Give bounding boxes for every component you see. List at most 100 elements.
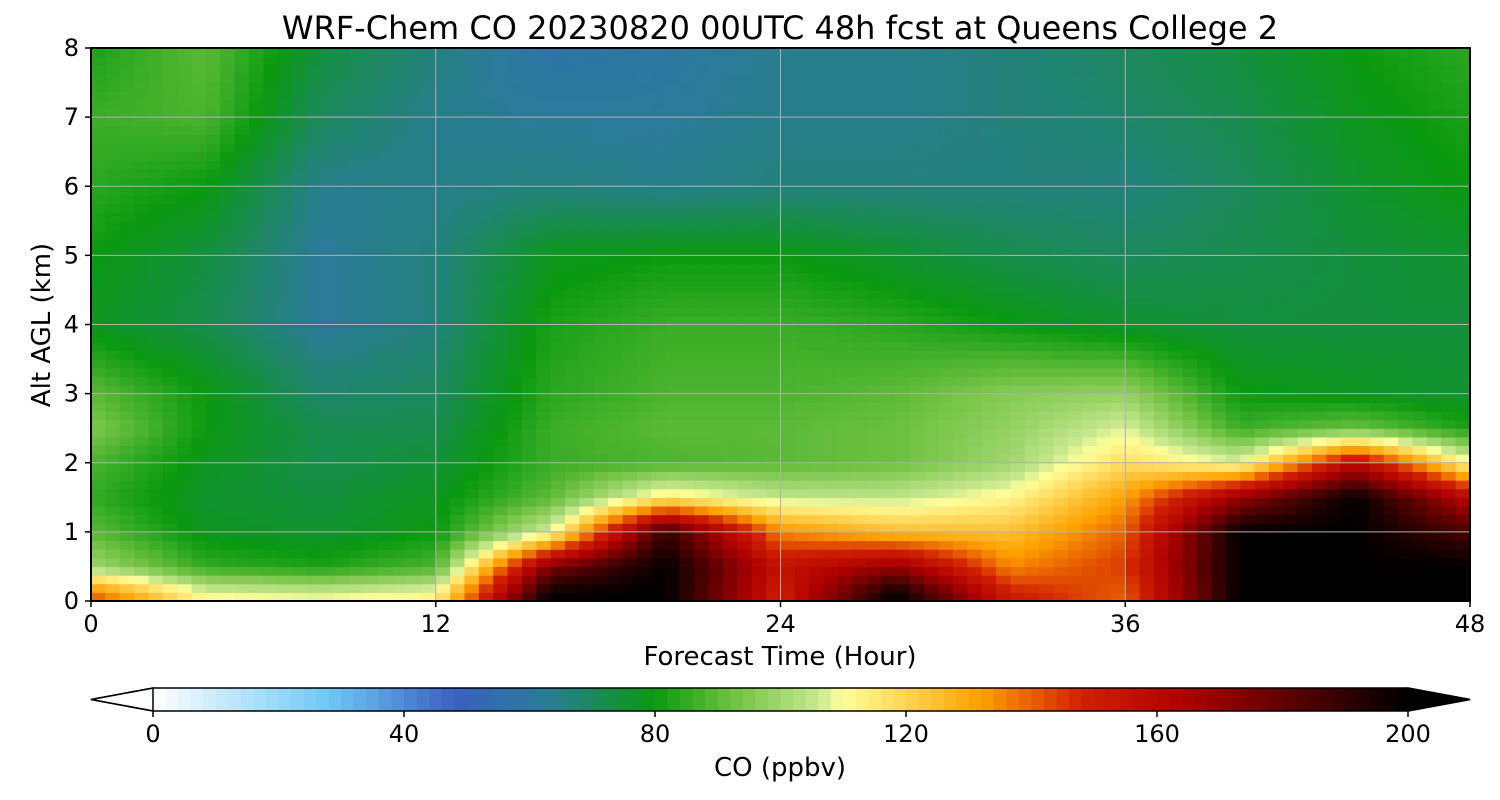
heatmap-cell (1283, 186, 1299, 196)
heatmap-cell (837, 462, 853, 472)
heatmap-cell (249, 402, 264, 412)
heatmap-cell (1197, 160, 1213, 170)
heatmap-cell (105, 238, 121, 248)
heatmap-cell (1110, 566, 1126, 576)
heatmap-cell (105, 428, 121, 438)
heatmap-cell (478, 497, 494, 507)
heatmap-cell (536, 367, 552, 377)
heatmap-cell (1254, 523, 1270, 533)
heatmap-cell (1455, 488, 1471, 498)
heatmap-cell (1182, 540, 1198, 550)
heatmap-cell (579, 410, 595, 421)
heatmap-cell (363, 480, 379, 490)
heatmap-cell (1225, 480, 1241, 490)
heatmap-cell (521, 471, 537, 481)
heatmap-cell (1010, 514, 1026, 524)
heatmap-cell (1297, 212, 1313, 222)
heatmap-cell (565, 583, 580, 593)
heatmap-cell (1168, 531, 1184, 542)
heatmap-cell (191, 480, 207, 490)
heatmap-cell (1383, 480, 1399, 490)
heatmap-cell (1455, 428, 1471, 438)
heatmap-cell (1110, 186, 1126, 196)
heatmap-cell (995, 445, 1011, 455)
heatmap-cell (809, 238, 825, 248)
heatmap-cell (1412, 514, 1428, 524)
heatmap-cell (105, 298, 121, 308)
heatmap-cell (1426, 557, 1442, 568)
heatmap-cell (306, 220, 322, 231)
heatmap-cell (809, 212, 825, 222)
heatmap-cell (478, 540, 494, 550)
heatmap-cell (794, 428, 810, 438)
heatmap-cell (464, 359, 480, 369)
heatmap-cell (593, 238, 609, 248)
heatmap-cell (220, 540, 236, 550)
heatmap-cell (866, 315, 882, 326)
heatmap-cell (952, 255, 968, 265)
heatmap-cell (881, 575, 897, 585)
heatmap-cell (579, 203, 595, 213)
heatmap-cell (1110, 402, 1126, 412)
heatmap-cell (249, 324, 264, 334)
heatmap-cell (967, 497, 983, 507)
heatmap-cell (881, 462, 897, 472)
heatmap-cell (823, 402, 839, 412)
heatmap-cell (1168, 160, 1184, 170)
heatmap-cell (435, 384, 451, 395)
heatmap-cell (924, 350, 940, 360)
heatmap-cell (1398, 549, 1414, 559)
heatmap-cell (881, 488, 897, 498)
heatmap-cell (809, 194, 825, 205)
heatmap-cell (421, 376, 437, 386)
heatmap-cell (952, 410, 968, 421)
heatmap-cell (751, 289, 767, 300)
heatmap-cell (751, 523, 767, 533)
heatmap-cell (1369, 367, 1385, 377)
heatmap-cell (1067, 289, 1083, 300)
heatmap-cell (837, 428, 853, 438)
heatmap-cell (622, 272, 638, 282)
heatmap-cell (952, 575, 968, 585)
heatmap-cell (1153, 359, 1169, 369)
heatmap-cell (148, 315, 164, 326)
heatmap-cell (205, 402, 221, 412)
heatmap-cell (105, 220, 121, 231)
heatmap-cell (1211, 229, 1227, 239)
heatmap-cell (91, 557, 106, 568)
heatmap-cell (938, 488, 954, 498)
heatmap-cell (349, 298, 365, 308)
heatmap-cell (1340, 350, 1356, 360)
heatmap-cell (320, 436, 336, 447)
heatmap-cell (220, 272, 236, 282)
heatmap-cell (737, 557, 753, 568)
heatmap-cell (1355, 428, 1371, 438)
heatmap-cell (292, 341, 308, 352)
heatmap-cell (335, 289, 351, 300)
heatmap-cell (723, 367, 738, 377)
heatmap-cell (1340, 592, 1356, 602)
heatmap-cell (435, 177, 451, 187)
heatmap-cell (320, 384, 336, 395)
heatmap-cell (737, 238, 753, 248)
heatmap-cell (1182, 583, 1198, 593)
heatmap-cell (924, 203, 940, 213)
heatmap-cell (1412, 497, 1428, 507)
heatmap-cell (277, 410, 293, 421)
heatmap-cell (1240, 246, 1256, 256)
heatmap-cell (134, 255, 150, 265)
heatmap-cell (277, 393, 293, 403)
heatmap-cell (1369, 238, 1385, 248)
heatmap-cell (550, 160, 566, 170)
heatmap-cell (249, 393, 264, 403)
heatmap-cell (1153, 264, 1169, 274)
heatmap-cell (1441, 177, 1457, 187)
heatmap-cell (1139, 264, 1155, 274)
heatmap-cell (809, 203, 825, 213)
heatmap-cell (234, 393, 250, 403)
heatmap-cell (1297, 540, 1313, 550)
heatmap-cell (1125, 264, 1141, 274)
heatmap-cell (1096, 186, 1112, 196)
heatmap-cell (881, 540, 897, 550)
heatmap-cell (1369, 212, 1385, 222)
